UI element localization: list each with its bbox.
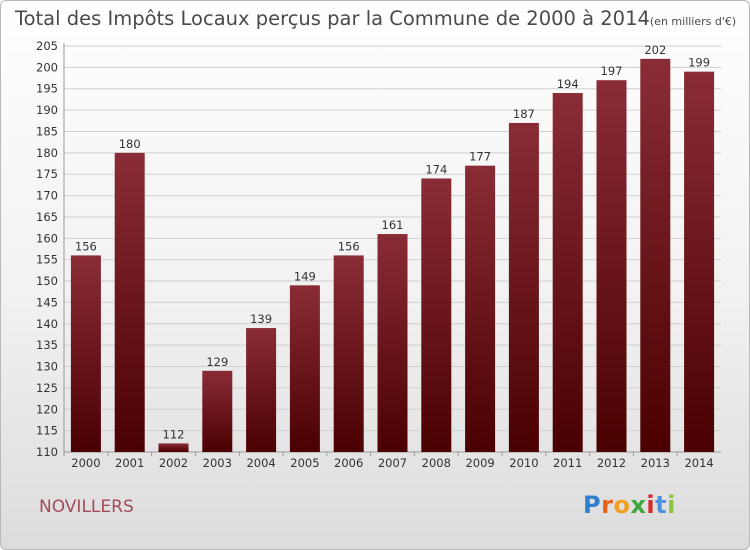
y-tick-label: 125 <box>36 381 58 395</box>
value-label-2002: 112 <box>163 427 185 441</box>
bars <box>70 58 715 453</box>
y-tick-label: 200 <box>36 60 58 74</box>
y-tick-label: 150 <box>36 274 58 288</box>
x-tick-label-2003: 2003 <box>203 456 232 470</box>
bar-2002 <box>158 443 189 452</box>
y-tick-label: 165 <box>36 210 58 224</box>
x-tick-label-2001: 2001 <box>115 456 144 470</box>
value-label-2008: 174 <box>425 162 447 176</box>
value-label-2013: 202 <box>644 43 666 57</box>
y-tick-label: 145 <box>36 295 58 309</box>
y-tick-label: 140 <box>36 317 58 331</box>
value-label-2004: 139 <box>250 312 272 326</box>
bar-2006 <box>333 255 364 452</box>
commune-name: NOVILLERS <box>39 497 134 517</box>
y-tick-label: 160 <box>36 231 58 245</box>
value-label-2006: 156 <box>338 239 360 253</box>
chart-title-unit: (en milliers d'€) <box>649 15 737 28</box>
bar-2011 <box>552 93 583 452</box>
value-label-2003: 129 <box>206 355 228 369</box>
x-tick-label-2006: 2006 <box>334 456 363 470</box>
x-tick-label-2011: 2011 <box>553 456 582 470</box>
y-tick-label: 205 <box>36 39 58 53</box>
value-label-2001: 180 <box>119 137 141 151</box>
bar-2008 <box>421 178 452 453</box>
x-tick-label-2000: 2000 <box>71 456 100 470</box>
bar-2001 <box>114 152 145 452</box>
labels: 110 115 120 125 130 135 140 145 150 155 160 165 170 1… <box>36 39 714 470</box>
value-label-2010: 187 <box>513 107 535 121</box>
y-tick-label: 110 <box>36 445 58 459</box>
proxiti-logo[interactable]: Proxiti <box>583 491 676 519</box>
bar-2004 <box>246 328 277 452</box>
y-tick-label: 130 <box>36 360 58 374</box>
bar-2010 <box>508 122 539 452</box>
chart-title: Total des Impôts Locaux perçus par la Co… <box>15 7 736 30</box>
logo-letter: x <box>630 491 647 519</box>
bar-2003 <box>202 370 233 452</box>
logo-letter: t <box>655 491 668 519</box>
y-tick-label: 135 <box>36 338 58 352</box>
y-tick-label: 195 <box>36 82 58 96</box>
logo-letter: o <box>613 491 631 519</box>
y-tick-label: 120 <box>36 402 58 416</box>
y-tick-label: 190 <box>36 103 58 117</box>
logo-letter: P <box>583 491 602 519</box>
logo-letter: r <box>601 491 614 519</box>
chart-title-main: Total des Impôts Locaux perçus par la Co… <box>15 7 650 30</box>
value-label-2007: 161 <box>382 218 404 232</box>
x-tick-label-2012: 2012 <box>597 456 626 470</box>
value-label-2009: 177 <box>469 150 491 164</box>
x-tick-label-2008: 2008 <box>422 456 451 470</box>
bar-2000 <box>70 255 101 452</box>
y-tick-label: 155 <box>36 253 58 267</box>
x-tick-label-2014: 2014 <box>684 456 713 470</box>
y-tick-label: 170 <box>36 189 58 203</box>
x-tick-label-2002: 2002 <box>159 456 188 470</box>
y-tick-label: 180 <box>36 146 58 160</box>
logo-letter: i <box>646 491 656 519</box>
logo-letter: i <box>667 491 676 519</box>
bar-2013 <box>640 58 671 453</box>
y-tick-label: 175 <box>36 167 58 181</box>
bar-2009 <box>465 165 496 453</box>
bar-2005 <box>289 285 320 452</box>
bar-2012 <box>596 80 627 452</box>
x-tick-label-2007: 2007 <box>378 456 407 470</box>
x-tick-label-2013: 2013 <box>641 456 670 470</box>
bar-2007 <box>377 234 408 452</box>
value-label-2000: 156 <box>75 239 97 253</box>
value-label-2014: 199 <box>688 56 710 70</box>
x-tick-label-2004: 2004 <box>246 456 275 470</box>
x-tick-label-2005: 2005 <box>290 456 319 470</box>
y-tick-label: 115 <box>36 424 58 438</box>
x-tick-label-2010: 2010 <box>509 456 538 470</box>
y-tick-label: 185 <box>36 124 58 138</box>
value-label-2011: 194 <box>557 77 579 91</box>
bar-2014 <box>684 71 715 453</box>
x-tick-label-2009: 2009 <box>465 456 494 470</box>
value-label-2012: 197 <box>601 64 623 78</box>
value-label-2005: 149 <box>294 269 316 283</box>
